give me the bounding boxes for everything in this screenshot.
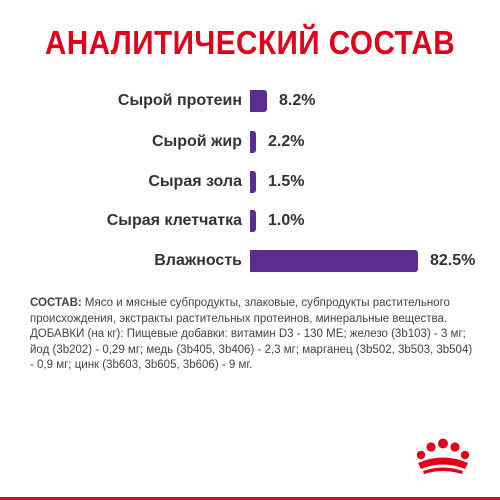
value-label: 1.5% — [268, 173, 305, 190]
category-label: Сырой жир — [152, 133, 242, 150]
chart-row: Сырой протеин 8.2% — [0, 87, 500, 115]
category-label: Влажность — [154, 252, 242, 269]
data-bar — [250, 90, 267, 112]
category-label: Сырая зола — [148, 173, 242, 190]
value-label: 1.0% — [268, 212, 305, 229]
value-label: 82.5% — [430, 252, 476, 269]
data-bar — [250, 131, 256, 153]
composition-body: Мясо и мясные субпродукты, злаковые, суб… — [30, 297, 473, 371]
category-label: Сырая клетчатка — [106, 212, 242, 229]
value-label: 2.2% — [268, 133, 305, 150]
chart-row: Сырой жир 2.2% — [0, 128, 500, 156]
page-title: АНАЛИТИЧЕСКИЙ СОСТАВ — [44, 24, 456, 61]
composition-lead: СОСТАВ: — [30, 297, 82, 309]
royal-canin-crown-icon — [416, 438, 470, 474]
data-bar — [250, 250, 418, 272]
data-bar — [250, 210, 256, 232]
category-label: Сырой протеин — [117, 92, 242, 109]
chart-row: Сырая клетчатка 1.0% — [0, 207, 500, 235]
bottom-brand-rule — [0, 497, 500, 500]
chart-row: Влажность 82.5% — [0, 247, 500, 275]
chart-row: Сырая зола 1.5% — [0, 168, 500, 196]
composition-text: СОСТАВ: Мясо и мясные субпродукты, злако… — [30, 296, 475, 374]
value-label: 8.2% — [279, 92, 316, 109]
data-bar — [250, 171, 256, 193]
